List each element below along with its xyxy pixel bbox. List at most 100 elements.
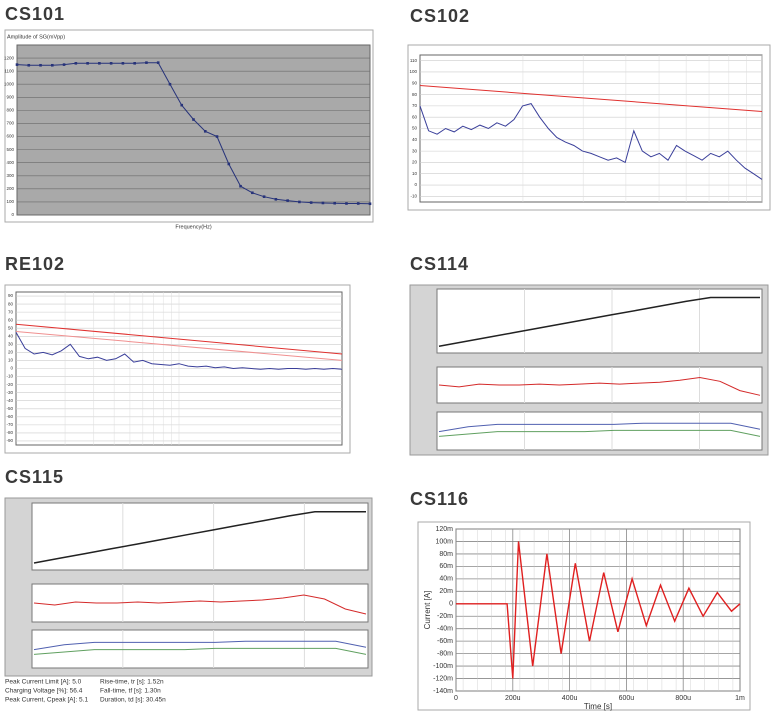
x-tick-label: 0: [454, 695, 458, 702]
y-tick-label: 1200: [4, 55, 15, 60]
annotation: Charging Voltage [%]: 56.4: [5, 688, 83, 695]
data-marker: [180, 103, 184, 107]
y-tick-label: 300: [6, 173, 14, 178]
y-tick-label: 600: [6, 134, 14, 139]
y-tick-label: 90: [8, 293, 14, 298]
data-marker: [262, 195, 266, 198]
annotation: Rise-time, tr [s]: 1.52n: [100, 679, 164, 686]
y-tick-label: 80: [412, 92, 418, 97]
panel: [31, 583, 369, 623]
data-marker: [27, 63, 31, 67]
data-line: [438, 429, 761, 437]
y-tick-label: -30: [6, 390, 13, 395]
y-tick-label: 100: [6, 199, 14, 204]
y-tick-label: 80: [8, 301, 14, 306]
y-tick-label: 60: [8, 317, 14, 322]
y-tick-label: -50: [6, 406, 13, 411]
data-line: [456, 541, 741, 679]
y-tick-label: -20m: [437, 613, 453, 620]
data-marker: [192, 118, 195, 121]
data-marker: [39, 63, 42, 67]
y-tick-label: 200: [6, 186, 14, 191]
y-tick-label: 80m: [439, 551, 453, 558]
data-line: [419, 85, 763, 112]
y-tick-label: 110: [410, 58, 418, 63]
y-tick-label: -70: [6, 422, 13, 427]
data-marker: [133, 62, 136, 65]
data-marker: [215, 135, 219, 138]
data-marker: [286, 199, 289, 202]
y-tick-label: 10: [8, 358, 14, 363]
data-line: [33, 647, 367, 655]
data-marker: [15, 63, 19, 66]
y-tick-label: 70: [8, 309, 14, 314]
data-marker: [251, 191, 254, 195]
y-tick-label: -40m: [437, 626, 453, 633]
data-marker: [227, 162, 231, 166]
y-tick-label: 20: [412, 160, 418, 165]
data-marker: [62, 63, 66, 66]
data-marker: [168, 82, 172, 86]
y-tick-label: 10: [412, 171, 418, 176]
y-tick-label: 1100: [4, 68, 14, 73]
y-tick-label: -10: [6, 374, 13, 379]
data-marker: [345, 202, 348, 205]
y-tick-label: 0: [11, 212, 14, 217]
x-axis-label: Time [s]: [584, 702, 612, 711]
data-marker: [86, 62, 89, 65]
data-line: [419, 103, 763, 180]
y-tick-label: 100: [409, 69, 417, 74]
y-tick-label: 0: [414, 182, 417, 187]
data-line: [33, 510, 366, 564]
data-marker: [51, 63, 54, 67]
y-tick-label: -140m: [433, 688, 453, 695]
y-tick-label: 100m: [435, 538, 453, 545]
data-line: [15, 331, 343, 361]
chart-title: CS116: [410, 489, 469, 509]
y-tick-label: 70: [412, 103, 418, 108]
x-tick-label: 200u: [505, 695, 521, 702]
y-tick-label: 800: [6, 108, 14, 113]
data-marker: [156, 61, 160, 64]
data-marker: [74, 62, 78, 65]
chart-title: CS102: [410, 6, 470, 26]
y-tick-label: -80: [6, 430, 13, 435]
plot-area: [16, 44, 371, 216]
annotation: Fall-time, tf [s]: 1.30n: [100, 688, 161, 695]
data-marker: [309, 201, 313, 204]
y-tick-label: -60: [6, 414, 13, 419]
data-marker: [321, 201, 325, 205]
y-tick-label: -60m: [437, 638, 453, 645]
y-tick-label: 20m: [439, 588, 453, 595]
annotation: Peak Current, Cpeak [A]: 5.1: [5, 697, 88, 704]
data-line: [15, 332, 343, 370]
data-marker: [356, 202, 360, 205]
y-tick-label: 0: [10, 366, 13, 371]
x-tick-label: 1m: [735, 695, 745, 702]
y-tick-label: -10: [410, 194, 417, 199]
chart-title: CS114: [410, 254, 469, 274]
y-tick-label: 0: [449, 601, 453, 608]
y-tick-label: 700: [6, 121, 14, 126]
data-line: [15, 323, 343, 355]
chart-title: CS101: [5, 4, 65, 24]
y-tick-label: -20: [6, 382, 13, 387]
y-tick-label: 500: [6, 147, 14, 152]
data-marker: [109, 62, 113, 65]
data-marker: [145, 61, 148, 64]
y-tick-label: 50: [412, 126, 418, 131]
x-tick-label: 600u: [619, 695, 635, 702]
y-axis-label: Amplitude of SG(mVpp): [7, 34, 65, 40]
y-tick-label: 20: [8, 350, 14, 355]
x-tick-label: 400u: [562, 695, 578, 702]
data-marker: [121, 62, 125, 65]
y-tick-label: 900: [6, 94, 14, 99]
annotation: Duration, td [s]: 30.45n: [100, 697, 166, 704]
y-tick-label: 40: [412, 137, 418, 142]
data-line: [33, 594, 367, 615]
annotation: Peak Current Limit [A]: 5.0: [5, 679, 82, 686]
y-tick-label: 120m: [435, 526, 453, 533]
panel: [436, 366, 763, 404]
data-marker: [298, 200, 301, 204]
